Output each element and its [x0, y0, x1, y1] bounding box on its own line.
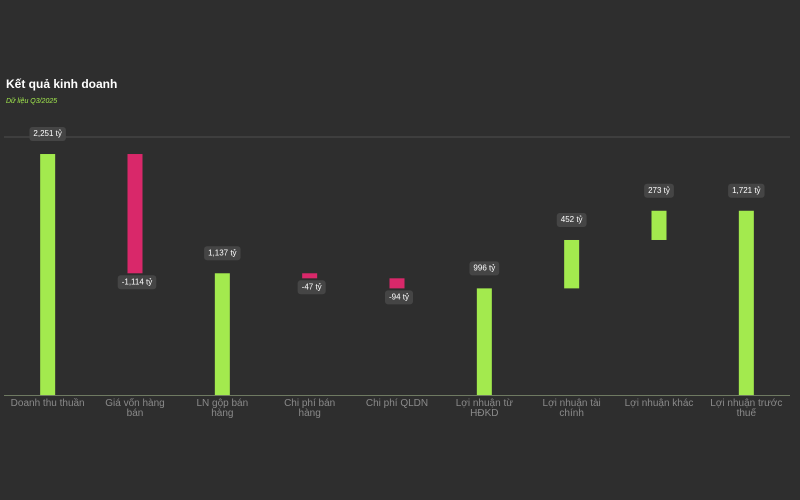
label-pill — [644, 183, 674, 198]
label-pill — [204, 246, 241, 261]
bar — [476, 288, 492, 395]
label-pill — [469, 261, 500, 276]
bar — [389, 278, 405, 289]
bar — [40, 154, 56, 395]
bar — [738, 210, 754, 395]
x-tick-label: Lợi nhuận khác — [624, 398, 694, 409]
value-label: 1,137 tỷ — [208, 248, 236, 257]
value-label: 2,251 tỷ — [33, 129, 61, 138]
value-label: -47 tỷ — [302, 282, 322, 291]
bar — [127, 154, 143, 274]
label-pill — [556, 212, 587, 227]
label-pill — [728, 183, 765, 198]
value-label: 1,721 tỷ — [732, 186, 760, 195]
value-label: -1,114 tỷ — [122, 277, 153, 286]
bar — [214, 273, 230, 395]
bar — [302, 273, 318, 279]
x-tick-label: LN gộp bán hàng — [196, 398, 249, 419]
x-tick-label: Chi phí QLDN — [365, 398, 429, 409]
x-tick-label: Doanh thu thuần — [10, 398, 85, 409]
label-pill — [117, 275, 157, 290]
x-tick-label: Lợi nhuận trước thuế — [710, 398, 783, 419]
value-label: 452 tỷ — [561, 215, 583, 224]
value-label: -94 tỷ — [389, 292, 409, 301]
chart-title: Kết quả kinh doanh — [6, 77, 117, 91]
value-label: 996 tỷ — [473, 263, 495, 272]
value-label: 273 tỷ — [648, 186, 670, 195]
bar — [564, 239, 580, 289]
bar — [651, 210, 667, 240]
x-tick-label: Chi phí bán hàng — [284, 398, 336, 419]
x-tick-label: Lợi nhuận tài chính — [542, 398, 601, 419]
chart-subtitle: Dữ liệu Q3/2025 — [6, 98, 57, 105]
x-tick-label: Giá vốn hàng bán — [105, 398, 165, 419]
x-tick-label: Lợi nhuận từ HĐKD — [455, 398, 513, 419]
label-pill — [297, 280, 326, 295]
label-pill — [384, 290, 414, 305]
label-pill — [29, 127, 66, 142]
